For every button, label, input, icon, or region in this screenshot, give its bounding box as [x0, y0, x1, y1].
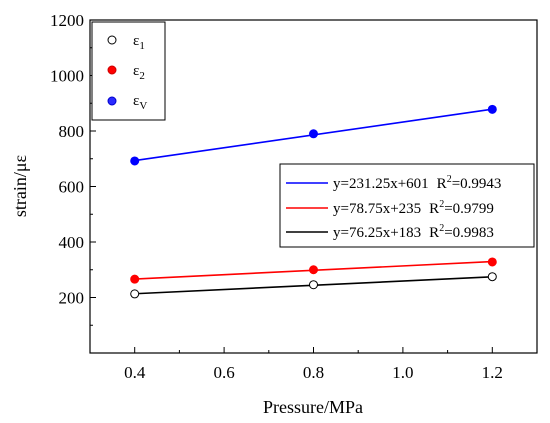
marker-legend: ε1 ε2 εV — [91, 21, 166, 121]
y-tick-label: 200 — [59, 289, 85, 308]
x-tick-label: 1.2 — [482, 363, 503, 382]
y-tick-label: 1000 — [50, 67, 84, 86]
data-point-series-1 — [487, 257, 497, 267]
legend-marker-e1 — [107, 35, 117, 45]
y-tick-label: 800 — [59, 122, 85, 141]
x-tick-label: 0.4 — [124, 363, 146, 382]
legend-marker-ev — [107, 96, 117, 106]
x-tick-label: 0.6 — [213, 363, 234, 382]
fit-legend: y=231.25x+601 R2=0.9943 y=78.75x+235 R2=0.… — [279, 163, 535, 248]
data-point-series-1 — [130, 274, 140, 284]
fit-legend-label-red: y=78.75x+235 R2=0.9799 — [333, 199, 494, 217]
legend-label-e1: ε1 — [133, 33, 145, 52]
data-point-series-0 — [487, 272, 497, 282]
data-point-series-0 — [309, 280, 318, 290]
data-points — [130, 104, 497, 299]
data-point-series-2 — [130, 156, 140, 166]
axis-ticks: 0.4 0.6 0.8 1.0 1.2 200 400 600 800 1000 1200 — [50, 11, 538, 382]
fit-legend-label-black: y=76.25x+183 R2=0.9983 — [333, 223, 494, 241]
legend-label-e2: ε2 — [133, 63, 145, 82]
x-axis-title: Pressure/MPa — [263, 397, 363, 417]
x-tick-label: 0.8 — [303, 363, 324, 382]
y-tick-label: 1200 — [50, 11, 84, 30]
y-axis-title: strain/με — [10, 154, 30, 217]
legend-marker-e2 — [107, 65, 117, 75]
data-point-series-2 — [309, 129, 318, 139]
fit-legend-label-blue: y=231.25x+601 R2=0.9943 — [333, 174, 501, 192]
y-tick-label: 400 — [59, 233, 85, 252]
y-tick-label: 600 — [59, 178, 85, 197]
data-point-series-2 — [487, 104, 497, 114]
fit-legend-box — [279, 163, 535, 248]
data-point-series-0 — [130, 289, 140, 299]
marker-legend-box — [91, 21, 166, 121]
data-point-series-1 — [309, 265, 318, 275]
x-tick-label: 1.0 — [392, 363, 413, 382]
legend-label-ev: εV — [133, 93, 147, 112]
